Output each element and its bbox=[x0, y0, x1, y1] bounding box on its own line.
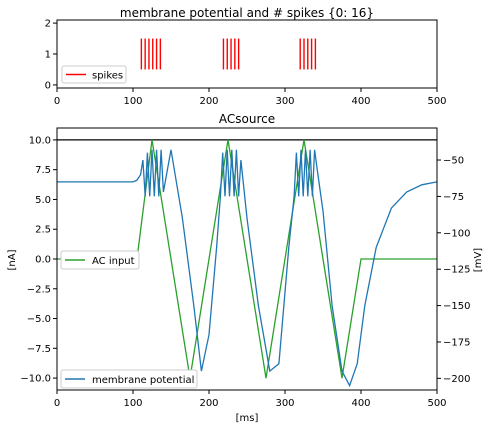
right-y-tick-label: −150 bbox=[443, 301, 470, 312]
spike-x-tick-label: 0 bbox=[54, 96, 60, 107]
left-y-tick-label: −5.0 bbox=[27, 314, 51, 325]
right-y-tick-label: −125 bbox=[443, 265, 470, 276]
left-y-tick-label: 2.5 bbox=[35, 225, 51, 236]
x-tick-label: 400 bbox=[351, 398, 370, 409]
x-tick-label: 500 bbox=[427, 398, 446, 409]
ac-source-panel: ACsource 10.0 7.5 5.0 2.5 0.0 −2.5 −5.0 −7.5 −10… bbox=[7, 112, 484, 424]
left-axis-label: [nA] bbox=[7, 249, 18, 270]
spike-y-tick-label: 2 bbox=[45, 19, 51, 30]
spike-panel-y-ticks: 0 1 2 bbox=[45, 19, 57, 91]
left-y-tick-label: 7.5 bbox=[35, 165, 51, 176]
ac-input-legend-label: AC input bbox=[92, 256, 135, 267]
ac-input-legend-box bbox=[60, 250, 140, 270]
left-y-tick-label: 5.0 bbox=[35, 195, 51, 206]
spike-y-tick-label: 1 bbox=[45, 50, 51, 61]
spike-legend: spikes bbox=[61, 65, 127, 84]
spike-y-tick-label: 0 bbox=[45, 80, 51, 91]
spike-x-tick-label: 300 bbox=[275, 96, 294, 107]
right-y-tick-label: −100 bbox=[443, 228, 470, 239]
x-ticks: 0 100 200 300 400 500 bbox=[54, 390, 447, 409]
ac-panel-frame bbox=[56, 127, 438, 391]
ac-input-legend: AC input bbox=[60, 250, 140, 270]
spike-legend-box bbox=[61, 65, 127, 84]
ac-panel-title: ACsource bbox=[219, 112, 275, 126]
left-y-tick-label: −2.5 bbox=[27, 284, 51, 295]
membrane-legend-label: membrane potential bbox=[92, 375, 194, 386]
spike-x-tick-label: 100 bbox=[123, 96, 142, 107]
right-y-tick-label: −175 bbox=[443, 337, 470, 348]
spike-marks bbox=[140, 38, 317, 70]
x-axis-label: [ms] bbox=[236, 413, 259, 424]
right-axis-label: [mV] bbox=[473, 248, 484, 272]
left-y-tick-label: −7.5 bbox=[27, 344, 51, 355]
ac-input-line bbox=[57, 139, 437, 379]
spike-panel-title: membrane potential and # spikes {0: 16} bbox=[120, 6, 374, 20]
left-y-ticks: 10.0 7.5 5.0 2.5 0.0 −2.5 −5.0 −7.5 −10.0 bbox=[20, 135, 57, 385]
left-y-tick-label: −10.0 bbox=[20, 374, 51, 385]
spike-x-tick-label: 200 bbox=[199, 96, 218, 107]
right-y-tick-label: −200 bbox=[443, 374, 470, 385]
x-tick-label: 100 bbox=[123, 398, 142, 409]
spike-x-tick-label: 400 bbox=[351, 96, 370, 107]
x-tick-label: 0 bbox=[54, 398, 60, 409]
spike-raster-panel: membrane potential and # spikes {0: 16} … bbox=[45, 6, 447, 107]
membrane-legend: membrane potential bbox=[60, 369, 198, 389]
spike-panel-x-ticks: 0 100 200 300 400 500 bbox=[54, 88, 447, 107]
right-y-ticks: −50 −75 −100 −125 −150 −175 −200 bbox=[437, 156, 470, 385]
x-tick-label: 200 bbox=[199, 398, 218, 409]
left-y-tick-label: 0.0 bbox=[35, 255, 51, 266]
right-y-tick-label: −50 bbox=[443, 156, 464, 167]
membrane-potential-line bbox=[57, 149, 437, 388]
membrane-legend-box bbox=[60, 369, 198, 389]
right-y-tick-label: −75 bbox=[443, 192, 464, 203]
x-tick-label: 300 bbox=[275, 398, 294, 409]
spike-x-tick-label: 500 bbox=[427, 96, 446, 107]
spike-legend-label: spikes bbox=[92, 71, 123, 82]
left-y-tick-label: 10.0 bbox=[29, 135, 51, 146]
